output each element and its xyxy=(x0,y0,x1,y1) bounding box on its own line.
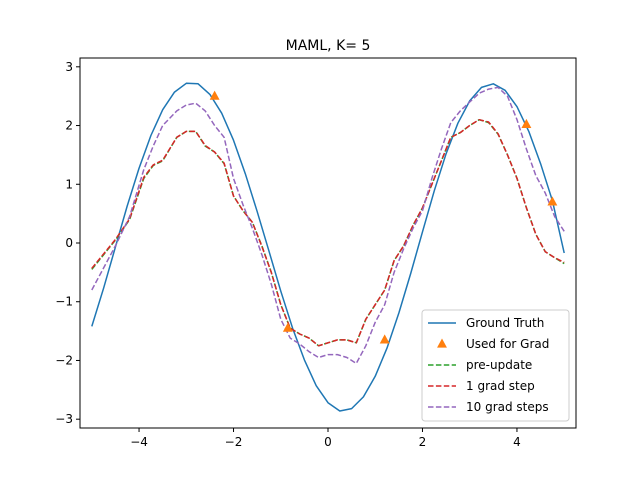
series-line-0 xyxy=(91,82,565,412)
legend: Ground Truth Used for Grad pre-update 1 gra… xyxy=(421,309,570,422)
y-tick-label-0: −3 xyxy=(55,412,73,426)
y-tick-label-5: 2 xyxy=(65,119,73,133)
x-tick-label-0: −4 xyxy=(130,435,148,449)
y-tick-label-3: 0 xyxy=(65,236,73,250)
y-tick-label-4: 1 xyxy=(65,177,73,191)
y-tick-label-6: 3 xyxy=(65,60,73,74)
legend-label-4: 10 grad steps xyxy=(466,400,549,414)
x-axis: −4 −2 0 2 4 xyxy=(130,428,521,449)
grad-point-0 xyxy=(209,90,220,100)
x-tick-label-1: −2 xyxy=(225,435,243,449)
x-tick-label-3: 2 xyxy=(419,435,427,449)
grad-point-3 xyxy=(521,118,532,128)
chart-title: MAML, K= 5 xyxy=(286,38,371,54)
y-tick-label-1: −2 xyxy=(55,353,73,367)
x-tick-label-2: 0 xyxy=(324,435,332,449)
legend-box xyxy=(421,309,570,422)
plot-area xyxy=(91,82,565,412)
series-line-3 xyxy=(91,86,565,365)
legend-label-0: Ground Truth xyxy=(466,316,544,330)
legend-swatch-1 xyxy=(437,338,447,348)
grad-point-4 xyxy=(547,196,558,206)
x-tick-label-4: 4 xyxy=(513,435,521,449)
legend-label-3: 1 grad step xyxy=(466,379,535,393)
y-axis: −3 −2 −1 0 1 2 3 xyxy=(55,60,80,426)
series-line-2 xyxy=(91,118,565,347)
legend-label-2: pre-update xyxy=(466,358,532,372)
grad-point-2 xyxy=(379,334,390,344)
legend-label-1: Used for Grad xyxy=(466,337,549,351)
y-tick-label-2: −1 xyxy=(55,295,73,309)
grad-point-1 xyxy=(282,322,293,332)
